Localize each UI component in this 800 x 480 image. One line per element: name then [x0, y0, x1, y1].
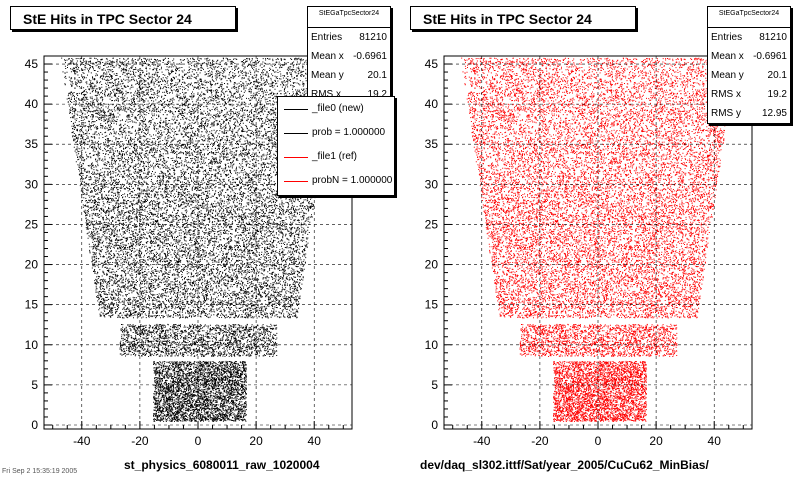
scatter-plot-right: -40 -20 0 20 40 0 5 10 15 20 25 30 35 40 45 — [425, 55, 753, 448]
x-tick-label: 40 — [308, 434, 322, 448]
stats-row: RMS y 12.95 — [711, 108, 787, 119]
stats-row: Mean y 20.1 — [711, 70, 787, 81]
y-tick-label: 30 — [25, 177, 39, 191]
y-tick-label: 10 — [425, 338, 439, 352]
x-axis-title: st_physics_6080011_raw_1020004 — [124, 458, 320, 472]
y-tick-label: 45 — [425, 57, 439, 71]
y-tick-label: 0 — [431, 418, 438, 432]
x-tick-label: 20 — [649, 434, 663, 448]
hit-points — [61, 57, 337, 422]
y-tick-label: 40 — [25, 97, 39, 111]
grid — [44, 56, 352, 429]
right-panel: StE Hits in TPC Sector 24 -40 -20 0 20 40 0 5 1… — [400, 0, 800, 480]
y-tick-label: 15 — [25, 298, 39, 312]
y-tick-label: 40 — [425, 97, 439, 111]
hit-marks — [461, 57, 737, 422]
legend-swatch — [284, 109, 308, 110]
x-tick-label: -20 — [131, 434, 149, 448]
stats-row: RMS x 19.2 — [311, 89, 387, 100]
stats-name: StEGaTpcSector24 — [308, 7, 390, 28]
y-tick-label: 25 — [25, 217, 39, 231]
y-tick-label: 35 — [425, 137, 439, 151]
stats-row: Entries 81210 — [311, 32, 387, 43]
chart-title: StE Hits in TPC Sector 24 — [410, 6, 636, 30]
legend-swatch — [284, 133, 308, 134]
y-tick-label: 35 — [25, 137, 39, 151]
hit-points — [461, 57, 737, 422]
y-tick-label: 15 — [425, 298, 439, 312]
legend: _file0 (new) prob = 1.000000 _file1 (ref… — [277, 96, 395, 196]
stats-row: Mean x -0.6961 — [711, 51, 787, 62]
left-panel: StE Hits in TPC Sector 24 -40 -20 0 20 40 0 5 1… — [2, 6, 395, 475]
legend-entry: prob = 1.000000 — [278, 121, 394, 145]
y-tick-label: 20 — [25, 258, 39, 272]
x-axis-title: dev/daq_sl302.ittf/Sat/year_2005/CuCu62_… — [420, 458, 709, 472]
y-tick-label: 0 — [31, 418, 38, 432]
legend-entry: probN = 1.000000 — [278, 169, 394, 193]
timestamp-text: Fri Sep 2 15:35:19 2005 — [2, 468, 78, 475]
legend-swatch — [284, 157, 308, 158]
legend-entry: _file1 (ref) — [278, 145, 394, 169]
stats-name: StEGaTpcSector24 — [708, 7, 790, 28]
legend-swatch — [284, 181, 308, 182]
stats-row: Mean x -0.6961 — [311, 51, 387, 62]
y-tick-label: 5 — [31, 378, 38, 392]
y-tick-label: 25 — [425, 217, 439, 231]
x-tick-label: -40 — [473, 434, 491, 448]
y-tick-label: 20 — [425, 258, 439, 272]
y-tick-label: 5 — [431, 378, 438, 392]
stats-row: Entries 81210 — [711, 32, 787, 43]
x-tick-label: 0 — [195, 434, 202, 448]
x-tick-label: -40 — [73, 434, 91, 448]
x-tick-label: 40 — [708, 434, 722, 448]
axes: -40 -20 0 20 40 0 5 10 15 20 25 30 35 40 45 — [25, 57, 344, 448]
x-tick-label: -20 — [531, 434, 549, 448]
x-tick-label: 20 — [249, 434, 263, 448]
stats-row: RMS x 19.2 — [711, 89, 787, 100]
axes: -40 -20 0 20 40 0 5 10 15 20 25 30 35 40 45 — [425, 57, 744, 448]
stats-box: StEGaTpcSector24 Entries 81210 Mean x -0.6… — [707, 6, 791, 124]
stats-row: Mean y 20.1 — [311, 70, 387, 81]
y-tick-label: 30 — [425, 177, 439, 191]
x-tick-label: 0 — [595, 434, 602, 448]
scatter-plot-left: -40 -20 0 20 40 0 5 10 15 20 25 30 35 40 45 — [25, 55, 353, 448]
y-tick-label: 10 — [25, 338, 39, 352]
hit-marks — [61, 57, 337, 422]
legend-entry: _file0 (new) — [278, 97, 394, 121]
y-tick-label: 45 — [25, 57, 39, 71]
stats-box: StEGaTpcSector24 Entries 81210 Mean x -0.6… — [307, 6, 391, 105]
chart-title: StE Hits in TPC Sector 24 — [10, 6, 236, 30]
